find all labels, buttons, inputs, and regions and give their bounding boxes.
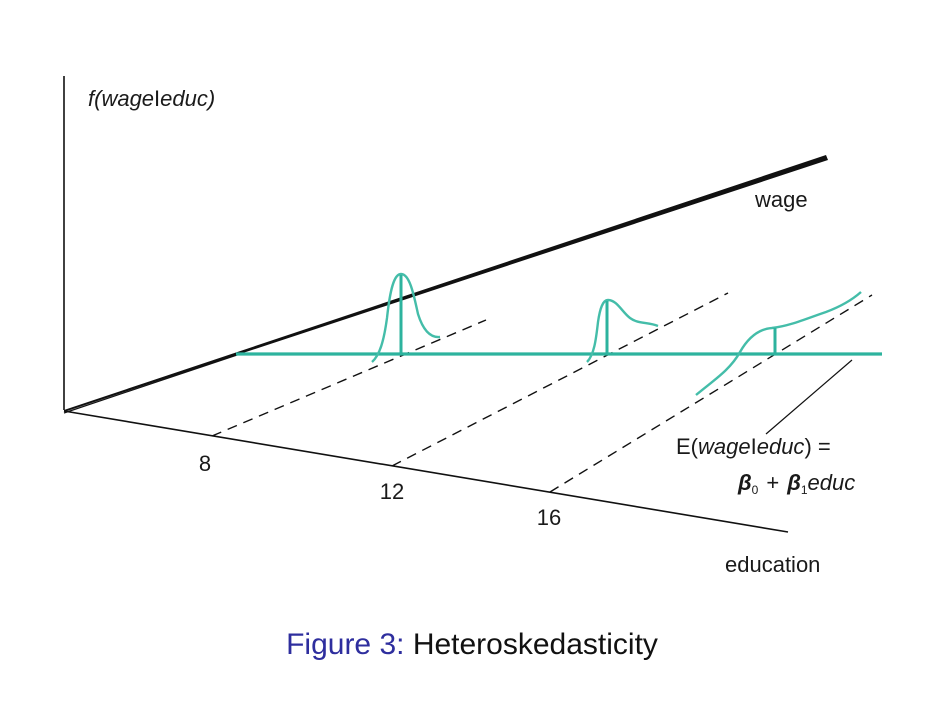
figure-caption-text: Heteroskedasticity (412, 628, 658, 661)
regression-label-line2: β0 + β1educ (737, 470, 855, 497)
education-tick-8: 8 (199, 451, 211, 476)
figure-caption: Figure 3: Heteroskedasticity (0, 628, 944, 662)
dashed-guide-8 (211, 319, 487, 437)
education-tick-16: 16 (537, 505, 561, 530)
dashed-guide-16 (549, 294, 873, 493)
density-axis-label: f(wageIeduc) (88, 86, 215, 111)
education-axis (63, 410, 789, 533)
density-curve-12 (586, 298, 659, 363)
density-curve-16 (695, 291, 862, 396)
density-curve-8 (371, 272, 441, 363)
wage-axis-label: wage (754, 187, 808, 212)
regression-label-line1: E(wageIeduc) = (676, 434, 831, 459)
figure-caption-label: Figure 3: (286, 628, 405, 661)
wage-axis (64, 155, 828, 412)
education-tick-12: 12 (380, 479, 404, 504)
regression-label-leader (765, 359, 853, 435)
dashed-guide-12 (391, 292, 729, 467)
education-axis-label: education (725, 552, 820, 577)
wage-axis-inner-line (63, 353, 241, 414)
